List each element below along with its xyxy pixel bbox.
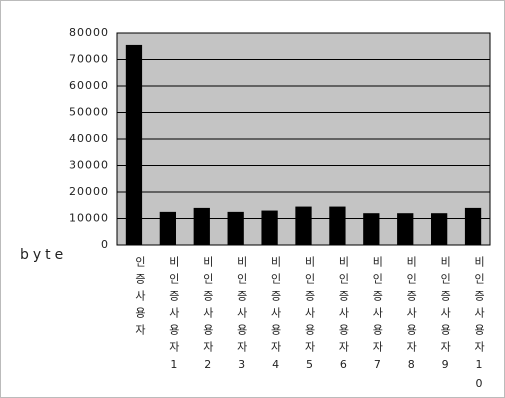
x-tick-label: 비인증사용자1 bbox=[167, 256, 180, 377]
y-tick-label: 0 bbox=[101, 238, 109, 251]
x-tick-label: 비인증사용자4 bbox=[269, 256, 282, 377]
y-tick-label: 10000 bbox=[69, 212, 109, 225]
bar bbox=[159, 211, 177, 245]
x-tick-label: 비인증사용자2 bbox=[201, 256, 214, 377]
bar bbox=[261, 210, 278, 245]
x-tick-label: 비인증사용자6 bbox=[337, 256, 350, 377]
bar bbox=[295, 206, 312, 245]
bar bbox=[227, 211, 244, 245]
x-tick-label: 비인증사용자3 bbox=[235, 256, 248, 377]
x-tick-label: 비인증사용자10 bbox=[473, 256, 486, 396]
bar bbox=[397, 213, 414, 245]
bar bbox=[363, 213, 380, 245]
y-tick-label: 50000 bbox=[69, 106, 109, 119]
y-tick-label: 30000 bbox=[69, 159, 109, 172]
y-tick-label: 70000 bbox=[69, 53, 109, 66]
bar bbox=[430, 213, 448, 245]
bar bbox=[193, 207, 210, 245]
x-tick-label: 비인증사용자5 bbox=[303, 256, 316, 377]
y-tick-label: 80000 bbox=[69, 26, 109, 39]
y-tick-label: 60000 bbox=[69, 79, 109, 92]
x-tick-label: 인증사용자 bbox=[133, 256, 146, 341]
y-tick-label: 40000 bbox=[69, 132, 109, 145]
x-tick-label: 비인증사용자8 bbox=[405, 256, 418, 377]
x-tick-label: 비인증사용자9 bbox=[439, 256, 452, 377]
x-tick-label: 비인증사용자7 bbox=[371, 256, 384, 377]
bar bbox=[464, 207, 482, 245]
bar bbox=[125, 44, 143, 245]
y-axis-label: byte bbox=[20, 247, 67, 263]
bar bbox=[329, 206, 346, 245]
y-tick-label: 20000 bbox=[69, 185, 109, 198]
